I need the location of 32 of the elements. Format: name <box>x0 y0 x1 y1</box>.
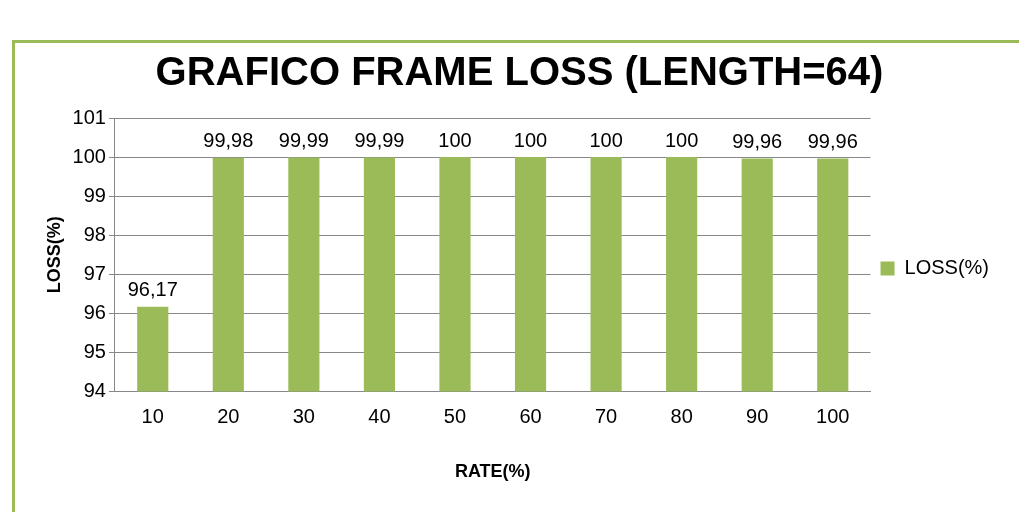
y-tick-label: 99 <box>83 183 106 206</box>
y-tick-label: 97 <box>83 261 106 284</box>
data-label: 99,99 <box>354 128 405 151</box>
y-tick-label: 96 <box>83 300 106 323</box>
data-label: 100 <box>513 128 548 151</box>
data-label: 100 <box>589 128 623 151</box>
data-label: 99,96 <box>807 130 858 153</box>
x-tick-label: 50 <box>443 404 467 427</box>
y-tick-label: 94 <box>83 378 106 401</box>
x-tick-label: 20 <box>217 404 240 427</box>
x-tick-label: 100 <box>816 404 850 427</box>
chart-title: GRAFICO FRAME LOSS (LENGTH=64) <box>155 49 884 94</box>
legend-label: LOSS(%) <box>904 256 990 279</box>
y-tick-label: 100 <box>72 144 106 167</box>
x-axis-title: RATE(%) <box>454 461 531 482</box>
data-label: 100 <box>438 128 472 151</box>
data-label: 99,98 <box>203 129 254 152</box>
y-tick-label: 98 <box>83 222 106 245</box>
x-tick-label: 70 <box>594 404 618 427</box>
x-tick-label: 30 <box>292 404 315 427</box>
data-label: 99,99 <box>278 128 329 151</box>
x-tick-label: 40 <box>368 404 391 427</box>
data-label: 100 <box>664 128 699 151</box>
data-label: 99,96 <box>732 130 783 153</box>
data-label: 96,17 <box>127 278 178 301</box>
x-tick-label: 90 <box>746 404 769 427</box>
x-tick-label: 80 <box>670 404 693 427</box>
y-tick-label: 101 <box>72 105 106 128</box>
x-tick-label: 10 <box>141 404 164 427</box>
y-tick-label: 95 <box>83 339 106 362</box>
x-tick-label: 60 <box>519 404 542 427</box>
y-axis-title: LOSS(%) <box>43 216 64 294</box>
